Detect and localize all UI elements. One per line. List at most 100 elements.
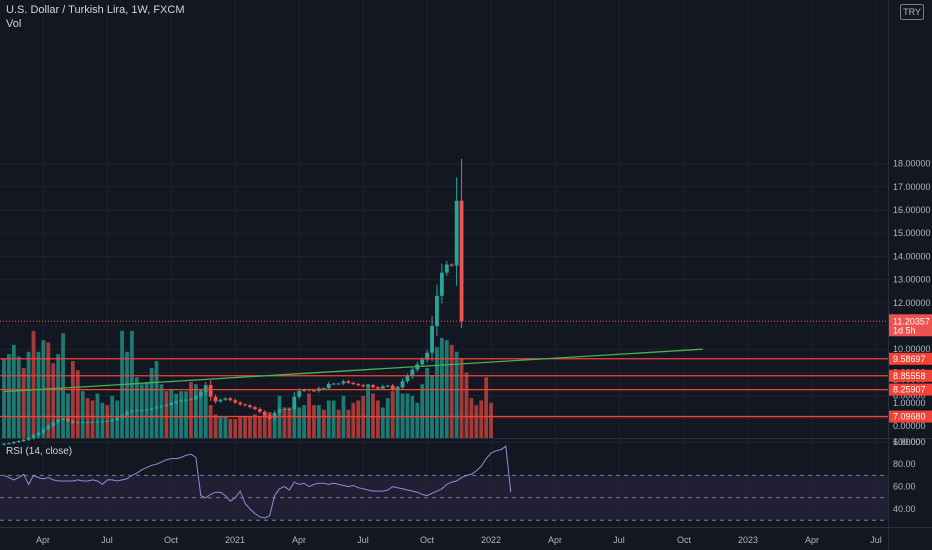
volume-bar (371, 393, 375, 438)
price-candle (390, 385, 395, 390)
price-candle (341, 381, 346, 384)
volume-bar (125, 351, 129, 438)
volume-bar (56, 354, 61, 438)
volume-bar (282, 407, 287, 438)
time-axis-label: Apr (292, 535, 306, 545)
last-price-tag (889, 314, 932, 337)
price-candle (312, 390, 316, 392)
rsi-line (3, 445, 512, 519)
price-candle (193, 396, 198, 400)
volume-bar (174, 393, 179, 438)
price-candle (21, 439, 26, 442)
volume-bar (316, 405, 321, 438)
price-candle (31, 435, 36, 439)
volume-bar (479, 400, 484, 438)
volume-bar (474, 405, 479, 438)
price-candle (430, 326, 434, 353)
price-candle (139, 409, 144, 411)
price-axis-label: 13.00000 (893, 275, 931, 285)
volume-bar (213, 414, 218, 438)
trendline (3, 348, 703, 393)
currency-badge[interactable]: TRY (900, 4, 924, 20)
price-candle (154, 407, 159, 409)
price-candle (351, 382, 356, 384)
volume-bar (253, 414, 257, 438)
level-price-label: 9.58697 (893, 354, 926, 364)
price-candle (174, 401, 179, 404)
time-axis-label: Jul (870, 535, 882, 545)
volume-bar (100, 402, 105, 438)
price-candle (395, 387, 400, 390)
price-candle (2, 443, 6, 445)
volume-bar (85, 398, 90, 438)
volume-bar (80, 391, 85, 438)
price-candle (238, 402, 243, 405)
volume-bar (312, 405, 316, 438)
rsi-axis-label: 40.00 (893, 504, 916, 514)
price-candle (346, 381, 351, 383)
price-candle (410, 369, 415, 377)
price-candle (56, 419, 61, 423)
volume-bar (449, 344, 454, 438)
symbol-title: U.S. Dollar / Turkish Lira, 1W, FXCM (6, 4, 185, 16)
volume-bar (154, 361, 159, 438)
level-price-label: 8.85558 (893, 371, 926, 381)
price-candle (100, 421, 105, 423)
volume-bar (179, 391, 184, 438)
level-price-tag (889, 369, 932, 382)
volume-bar (164, 391, 169, 438)
volume-bar (2, 358, 6, 438)
price-candle (233, 400, 238, 403)
price-candle (435, 295, 439, 326)
price-candle (218, 399, 223, 402)
volume-bar (415, 402, 420, 438)
bar-countdown-label: 1d 5h (893, 325, 916, 335)
price-candle (36, 432, 41, 436)
volume-bar (435, 347, 439, 438)
volume-bar (346, 409, 351, 438)
price-candle (326, 384, 331, 389)
rsi-axis-label: 80.00 (893, 459, 916, 469)
volume-bar (46, 342, 51, 438)
volume-bar (193, 384, 198, 438)
price-candle (243, 404, 247, 406)
price-candle (361, 385, 366, 387)
volume-bar (489, 402, 493, 438)
volume-bar (405, 393, 410, 438)
time-axis-label: Oct (164, 535, 179, 545)
volume-bar (287, 407, 292, 438)
price-candle (70, 421, 75, 423)
volume-bar (326, 400, 331, 438)
price-axis-label: 12.00000 (893, 298, 931, 308)
price-candle (26, 438, 31, 440)
price-axis-label: 8.00000 (893, 391, 926, 401)
price-axis-label: 17.00000 (893, 182, 931, 192)
volume-bar (36, 351, 41, 438)
volume-bar (26, 351, 31, 438)
price-axis-label: 6.00000 (893, 437, 926, 447)
time-axis-label: Oct (677, 535, 692, 545)
volume-bar (228, 419, 233, 438)
price-candle (272, 413, 277, 419)
volume-bar (400, 393, 405, 438)
price-candle (80, 422, 85, 424)
last-price-label: 11.20357 (893, 316, 930, 326)
price-candle (292, 396, 297, 410)
volume-bar (218, 416, 223, 438)
volume-bar (420, 384, 425, 438)
volume-bar (134, 377, 139, 438)
level-price-label: 8.25907 (893, 385, 926, 395)
price-candle (130, 410, 134, 412)
volume-bar (189, 381, 193, 438)
price-candle (439, 272, 444, 296)
price-candle (90, 422, 95, 424)
volume-bar (272, 416, 277, 438)
price-axis-label: 18.00000 (893, 159, 931, 169)
volume-bar (356, 400, 361, 438)
volume-bar (61, 333, 65, 438)
volume-bar (70, 361, 75, 438)
price-candle (134, 409, 139, 411)
price-candle (203, 385, 208, 393)
